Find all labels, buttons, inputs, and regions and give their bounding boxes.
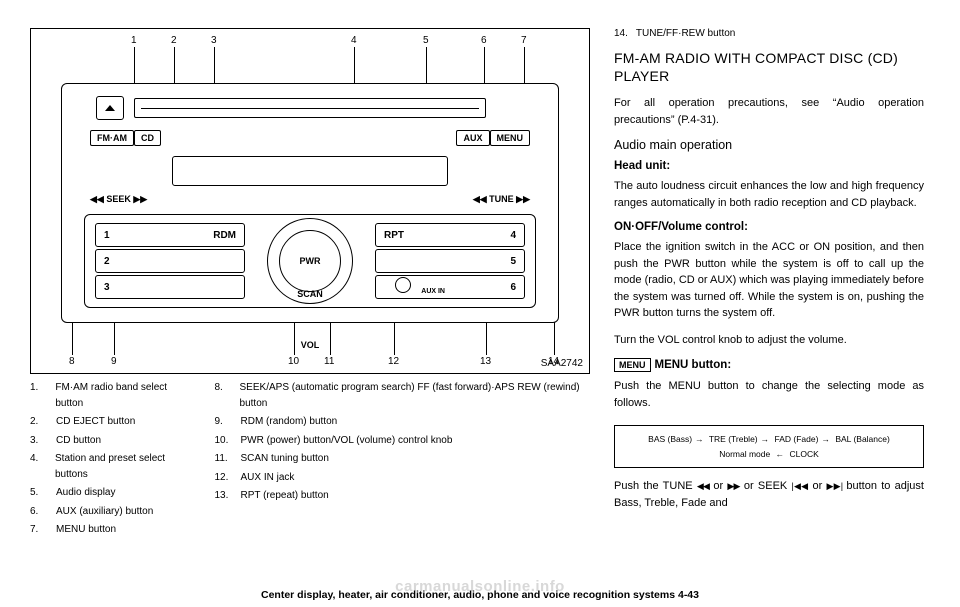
menu-heading: MENUMENU button: [614, 358, 924, 372]
preset-3: 3 [95, 275, 245, 299]
scan-label: SCAN [297, 289, 323, 299]
head-unit-body: FM·AM CD AUX MENU ◀◀ SEEK ▶▶ ◀◀ TUNE ▶▶ … [61, 83, 559, 323]
seek-label: ◀◀ SEEK ▶▶ [90, 194, 147, 205]
para-powervol: Place the ignition switch in the ACC or … [614, 239, 924, 322]
aux-button: AUX [456, 130, 489, 146]
legend-col-1: 1.FM·AM radio band select button 2.CD EJ… [30, 380, 193, 541]
preset-2: 2 [95, 249, 245, 273]
seek-up-icon [827, 480, 843, 492]
callout-13: 13 [480, 356, 491, 367]
figure-legend: 1.FM·AM radio band select button 2.CD EJ… [30, 380, 590, 541]
callout-3: 3 [211, 35, 217, 46]
head-unit-heading: Head unit: [614, 160, 924, 172]
callout-5: 5 [423, 35, 429, 46]
mode-flow-diagram: BAS (Bass)→ TRE (Treble)→ FAD (Fade)→ BA… [614, 425, 924, 468]
seek-tune-row: ◀◀ SEEK ▶▶ ◀◀ TUNE ▶▶ [90, 194, 530, 205]
head-unit-figure: 1 2 3 4 5 6 7 8 9 10 11 12 13 14 [30, 28, 590, 374]
callout-12: 12 [388, 356, 399, 367]
audio-display [172, 156, 448, 186]
vol-label: VOL [301, 340, 320, 350]
callout-2: 2 [171, 35, 177, 46]
body-text-column: 14. TUNE/FF·REW button FM-AM RADIO WITH … [614, 28, 924, 593]
aux-in-jack [395, 277, 411, 293]
preset-pad: VOL 1RDM 2 3 RPT4 5 6 PWR SCAN [84, 214, 536, 308]
callout-10: 10 [288, 356, 299, 367]
pwr-label: PWR [279, 230, 341, 292]
tune-rew-icon [697, 480, 709, 492]
aux-in-label: AUX IN [421, 288, 445, 295]
disc-slot [134, 98, 486, 118]
eject-icon [105, 105, 115, 111]
eject-button [96, 96, 124, 120]
callout-6: 6 [481, 35, 487, 46]
page-footer: Center display, heater, air conditioner,… [0, 589, 960, 601]
callout-4: 4 [351, 35, 357, 46]
preset-5: 5 [375, 249, 525, 273]
mode-button-row: FM·AM CD AUX MENU [90, 130, 530, 146]
para-tune-seek: Push the TUNE or or SEEK or button to ad… [614, 478, 924, 511]
seek-down-icon [792, 480, 809, 492]
subheading-main-op: Audio main operation [614, 138, 924, 152]
callout-1: 1 [131, 35, 137, 46]
menu-button: MENU [490, 130, 531, 146]
legend-item-14: 14. TUNE/FF·REW button [614, 28, 924, 39]
figure-id: SAA2742 [541, 358, 583, 369]
tune-ff-icon [727, 480, 739, 492]
preset-1: 1RDM [95, 223, 245, 247]
callout-9: 9 [111, 356, 117, 367]
para-precautions: For all operation precautions, see “Audi… [614, 95, 924, 128]
menu-box-icon: MENU [614, 358, 651, 372]
para-vol: Turn the VOL control knob to adjust the … [614, 332, 924, 349]
tune-label: ◀◀ TUNE ▶▶ [473, 194, 530, 205]
fm-am-button: FM·AM [90, 130, 134, 146]
callout-8: 8 [69, 356, 75, 367]
para-menu: Push the MENU button to change the selec… [614, 378, 924, 411]
cd-button: CD [134, 130, 161, 146]
para-loudness: The auto loudness circuit enhances the l… [614, 178, 924, 211]
callout-11: 11 [324, 356, 334, 367]
onoff-heading: ON·OFF/Volume control: [614, 221, 924, 233]
preset-4: RPT4 [375, 223, 525, 247]
callout-7: 7 [521, 35, 527, 46]
section-title: FM-AM RADIO WITH COMPACT DISC (CD) PLAYE… [614, 49, 924, 85]
legend-col-2: 8.SEEK/APS (automatic program search) FF… [215, 380, 591, 541]
